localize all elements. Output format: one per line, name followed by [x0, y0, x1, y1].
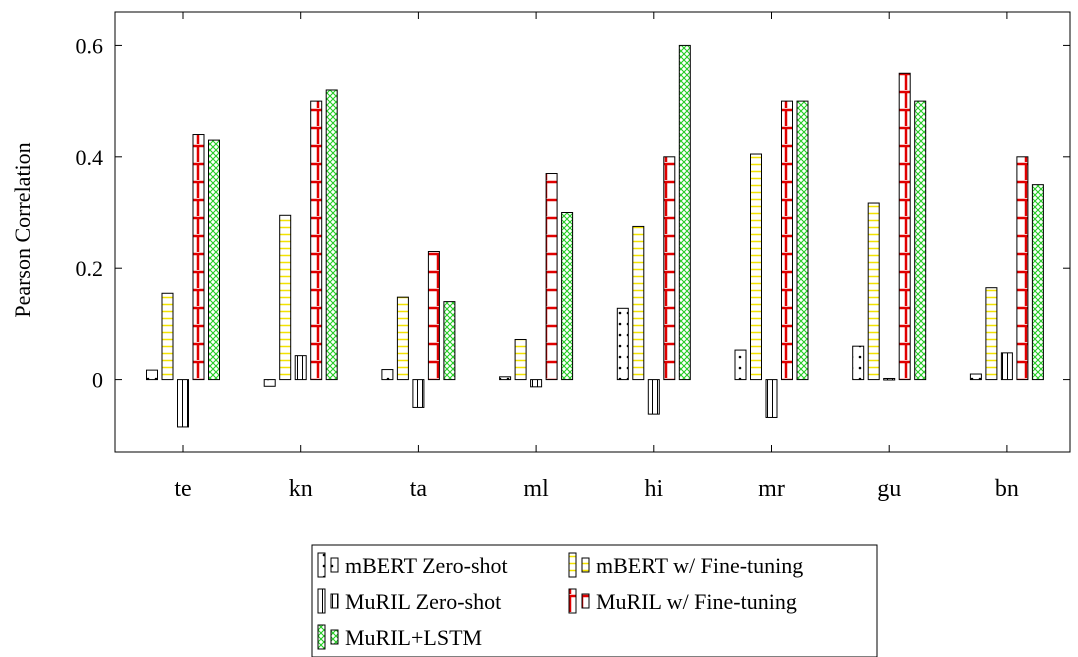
- bar: [883, 377, 896, 381]
- legend-label: mBERT w/ Fine-tuning: [596, 553, 803, 578]
- bar: [146, 369, 158, 381]
- bar: [1031, 184, 1044, 381]
- y-tick-label: 0.2: [76, 256, 104, 281]
- bar: [161, 292, 174, 381]
- legend-swatch: [317, 552, 326, 578]
- bar: [985, 287, 998, 381]
- bar: [208, 139, 220, 381]
- bar: [310, 100, 323, 381]
- y-tick-label: 0.4: [76, 145, 104, 170]
- legend-label: MuRIL+LSTM: [345, 625, 482, 650]
- x-tick-label: kn: [289, 476, 313, 502]
- bar: [294, 355, 307, 381]
- y-axis-label: Pearson Correlation: [10, 142, 35, 317]
- x-tick-label: mr: [758, 476, 785, 502]
- bar: [796, 100, 809, 381]
- legend-swatch: [568, 552, 577, 578]
- bar: [750, 153, 762, 381]
- bar: [852, 345, 865, 381]
- bar: [177, 379, 189, 428]
- x-tick-label: te: [174, 476, 191, 502]
- bar: [530, 379, 543, 388]
- bar: [969, 373, 982, 381]
- bar: [427, 250, 440, 381]
- legend-swatch-small: [581, 557, 590, 573]
- bar: [396, 296, 409, 381]
- bar: [279, 214, 292, 381]
- bar: [647, 379, 660, 415]
- bar: [412, 379, 425, 408]
- bar: [561, 212, 574, 381]
- bar: [734, 349, 747, 381]
- legend-label: mBERT Zero-shot: [345, 553, 508, 578]
- bar: [263, 379, 276, 387]
- legend-swatch: [317, 588, 326, 614]
- bar: [663, 156, 676, 381]
- bar: [514, 338, 527, 381]
- legend-label: MuRIL w/ Fine-tuning: [596, 589, 797, 614]
- legend-swatch-small: [581, 593, 590, 609]
- bar: [867, 202, 880, 381]
- x-tick-label: ta: [410, 476, 428, 502]
- bar: [325, 89, 338, 381]
- legend: mBERT Zero-shot mBERT w/ Fine-tuning MuRIL…: [311, 544, 878, 657]
- bar: [192, 134, 205, 381]
- bar: [616, 307, 629, 381]
- x-tick-label: bn: [995, 476, 1019, 502]
- legend-label: MuRIL Zero-shot: [345, 589, 501, 614]
- bar: [443, 301, 456, 381]
- plot-area: 0 0.2 0.4 0.6 te kn ta ml hi mr gu bn: [76, 11, 1071, 502]
- x-tick-label: ml: [523, 476, 549, 502]
- x-tick-label: hi: [644, 476, 663, 502]
- legend-swatch: [317, 624, 326, 650]
- bar: [1016, 156, 1029, 381]
- legend-swatch: [568, 588, 577, 614]
- bar: [545, 173, 558, 381]
- plot-frame: [114, 11, 1071, 453]
- legend-swatch-small: [330, 629, 339, 645]
- bar: [914, 100, 927, 381]
- bar: [499, 376, 512, 381]
- bar: [1000, 352, 1013, 381]
- x-tick-label: gu: [877, 476, 901, 502]
- bar: [632, 225, 645, 381]
- bar: [678, 44, 691, 381]
- bar: [898, 72, 911, 381]
- bar: [781, 100, 793, 381]
- y-tick-label: 0.6: [76, 33, 104, 58]
- bar: [765, 379, 778, 418]
- y-tick-label: 0: [92, 368, 103, 393]
- legend-swatch-small: [330, 557, 339, 573]
- bar: [381, 369, 394, 381]
- legend-box: [311, 544, 878, 657]
- legend-swatch-small: [330, 593, 339, 609]
